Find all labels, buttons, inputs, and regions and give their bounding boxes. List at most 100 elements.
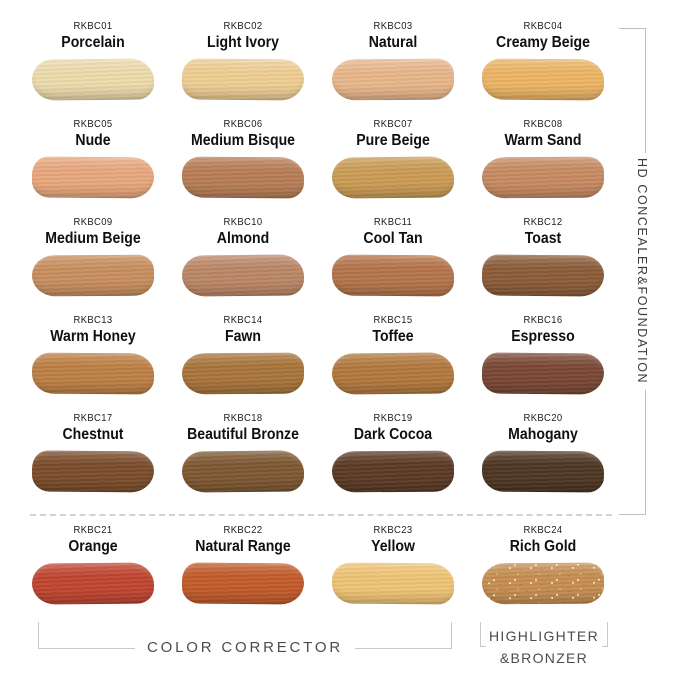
- swatch-row-4: RKBC13 Warm Honey RKBC14 Fawn RKBC15 Tof…: [18, 314, 618, 412]
- shade-code: RKBC04: [523, 20, 563, 32]
- shade-name: Toast: [524, 230, 562, 247]
- highlighter-bronzer-group: HIGHLIGHTER &BRONZER: [480, 622, 608, 667]
- shade-swatch: [481, 156, 605, 199]
- shade-name: Warm Sand: [504, 132, 582, 149]
- shade-code: RKBC02: [223, 20, 263, 32]
- shade-code: RKBC14: [223, 314, 263, 326]
- shade-swatch: [31, 352, 155, 395]
- bracket-corner: [601, 622, 608, 647]
- cell-rkbc20: RKBC20 Mahogany: [468, 412, 618, 510]
- shade-code: RKBC11: [373, 216, 413, 228]
- swatch-row-1: RKBC01 Porcelain RKBC02 Light Ivory RKBC…: [18, 20, 618, 118]
- shade-swatch: [31, 58, 155, 101]
- shade-name: Orange: [68, 538, 118, 555]
- shade-code: RKBC16: [523, 314, 563, 326]
- cell-rkbc19: RKBC19 Dark Cocoa: [318, 412, 468, 510]
- bracket-corner: [480, 622, 486, 647]
- bracket-segment: [38, 622, 136, 649]
- shade-swatch: [481, 352, 605, 395]
- cell-rkbc14: RKBC14 Fawn: [168, 314, 318, 412]
- shade-name: Beautiful Bronze: [187, 426, 299, 443]
- shade-swatch: [331, 254, 455, 297]
- shade-swatch: [331, 352, 455, 395]
- shade-name: Cool Tan: [363, 230, 423, 247]
- swatch-row-2: RKBC05 Nude RKBC06 Medium Bisque RKBC07 …: [18, 118, 618, 216]
- shade-code: RKBC13: [73, 314, 113, 326]
- shade-name: Chestnut: [62, 426, 124, 443]
- shade-name: Toffee: [372, 328, 414, 345]
- shade-code: RKBC22: [223, 524, 263, 536]
- shade-swatch: [181, 352, 305, 395]
- shade-code: RKBC12: [523, 216, 563, 228]
- bracket-segment: [354, 622, 452, 649]
- shade-code: RKBC01: [73, 20, 113, 32]
- highlighter-label: HIGHLIGHTER: [489, 628, 599, 644]
- cell-rkbc02: RKBC02 Light Ivory: [168, 20, 318, 118]
- shade-name: Creamy Beige: [496, 34, 590, 51]
- swatch-row-3: RKBC09 Medium Beige RKBC10 Almond RKBC11…: [18, 216, 618, 314]
- cell-rkbc07: RKBC07 Pure Beige: [318, 118, 468, 216]
- cell-rkbc17: RKBC17 Chestnut: [18, 412, 168, 510]
- shade-swatch: [481, 450, 605, 493]
- shade-code: RKBC18: [223, 412, 263, 424]
- shade-name: Rich Gold: [509, 538, 577, 555]
- shade-code: RKBC15: [373, 314, 413, 326]
- shade-swatch: [31, 450, 155, 493]
- color-corrector-label: COLOR CORRECTOR: [147, 639, 343, 656]
- shade-swatch: [331, 450, 455, 493]
- cell-rkbc05: RKBC05 Nude: [18, 118, 168, 216]
- shade-swatch: [181, 562, 305, 605]
- shade-swatch: [31, 156, 155, 199]
- shade-name: Dark Cocoa: [353, 426, 433, 443]
- shade-name: Light Ivory: [207, 34, 279, 51]
- shade-code: RKBC17: [73, 412, 113, 424]
- shade-code: RKBC07: [373, 118, 413, 130]
- shade-name: Pure Beige: [356, 132, 430, 149]
- cell-rkbc16: RKBC16 Espresso: [468, 314, 618, 412]
- cell-rkbc09: RKBC09 Medium Beige: [18, 216, 168, 314]
- cell-rkbc23: RKBC23 Yellow: [318, 524, 468, 622]
- shade-code: RKBC06: [223, 118, 263, 130]
- shade-name: Medium Bisque: [190, 132, 296, 149]
- cell-rkbc06: RKBC06 Medium Bisque: [168, 118, 318, 216]
- cell-rkbc15: RKBC15 Toffee: [318, 314, 468, 412]
- bronzer-label: &BRONZER: [499, 650, 589, 666]
- bracket-segment: [619, 389, 646, 516]
- shade-code: RKBC23: [373, 524, 413, 536]
- shade-swatch: [331, 156, 455, 199]
- shade-swatch: [181, 450, 305, 493]
- shade-swatch: [181, 156, 305, 199]
- shade-swatch: [31, 254, 155, 297]
- shade-name: Porcelain: [61, 34, 125, 51]
- cell-rkbc01: RKBC01 Porcelain: [18, 20, 168, 118]
- cell-rkbc12: RKBC12 Toast: [468, 216, 618, 314]
- shade-swatch: [331, 562, 455, 605]
- shade-code: RKBC24: [523, 524, 563, 536]
- shade-code: RKBC05: [73, 118, 113, 130]
- swatch-row-5: RKBC17 Chestnut RKBC18 Beautiful Bronze …: [18, 412, 618, 510]
- shade-name: Fawn: [225, 328, 261, 345]
- shade-name: Yellow: [371, 538, 415, 555]
- shade-name: Natural Range: [195, 538, 291, 555]
- shade-name: Warm Honey: [50, 328, 136, 345]
- cell-rkbc18: RKBC18 Beautiful Bronze: [168, 412, 318, 510]
- shade-swatch: [331, 58, 455, 101]
- side-group-label: HD CONCEALER&FOUNDATION: [635, 158, 649, 385]
- shade-swatch: [481, 254, 605, 297]
- bracket-segment: [619, 28, 646, 154]
- cell-rkbc22: RKBC22 Natural Range: [168, 524, 318, 622]
- shade-swatch: [181, 254, 305, 297]
- shade-name: Natural: [368, 34, 418, 51]
- swatch-row-6: RKBC21 Orange RKBC22 Natural Range RKBC2…: [18, 524, 618, 622]
- shade-swatch: [481, 562, 605, 605]
- shade-code: RKBC09: [73, 216, 113, 228]
- cell-rkbc08: RKBC08 Warm Sand: [468, 118, 618, 216]
- cell-rkbc11: RKBC11 Cool Tan: [318, 216, 468, 314]
- swatch-grid: RKBC01 Porcelain RKBC02 Light Ivory RKBC…: [18, 20, 618, 510]
- cell-rkbc21: RKBC21 Orange: [18, 524, 168, 622]
- shade-swatch: [181, 58, 305, 101]
- color-corrector-bracket: COLOR CORRECTOR: [38, 622, 452, 656]
- dashed-divider: [30, 514, 612, 516]
- shade-code: RKBC19: [373, 412, 413, 424]
